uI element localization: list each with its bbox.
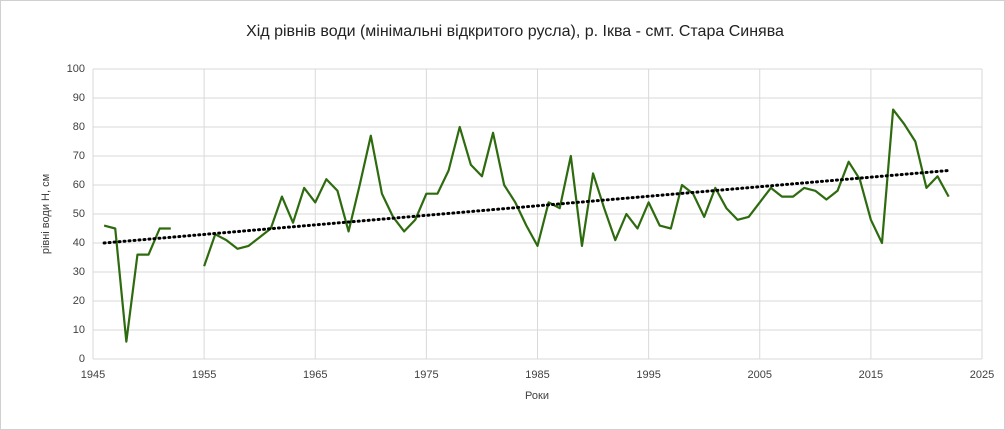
x-tick-label: 1985 <box>525 369 549 381</box>
y-tick-label: 90 <box>73 92 85 104</box>
y-tick-label: 100 <box>67 63 85 75</box>
y-tick-label: 20 <box>73 295 85 307</box>
trend-line <box>102 169 951 245</box>
y-tick-label: 10 <box>73 324 85 336</box>
x-tick-label: 1965 <box>303 369 327 381</box>
x-tick-label: 2025 <box>970 369 994 381</box>
y-tick-label: 40 <box>73 237 85 249</box>
chart-title: Хід рівнів води (мінімальні відкритого р… <box>246 23 784 40</box>
x-tick-label: 1995 <box>636 369 660 381</box>
y-tick-label: 30 <box>73 266 85 278</box>
x-tick-label: 1975 <box>414 369 438 381</box>
x-tick-label: 2005 <box>748 369 772 381</box>
data-line <box>103 108 950 343</box>
y-axis-label: рівні води Н, см <box>40 174 52 254</box>
y-tick-label: 60 <box>73 179 85 191</box>
x-tick-label: 1955 <box>192 369 216 381</box>
x-axis-label: Роки <box>525 390 549 402</box>
y-tick-label: 70 <box>73 150 85 162</box>
y-tick-label: 50 <box>73 208 85 220</box>
x-tick-label: 2015 <box>859 369 883 381</box>
y-tick-label: 0 <box>79 353 85 365</box>
y-tick-label: 80 <box>73 121 85 133</box>
x-tick-label: 1945 <box>81 369 105 381</box>
